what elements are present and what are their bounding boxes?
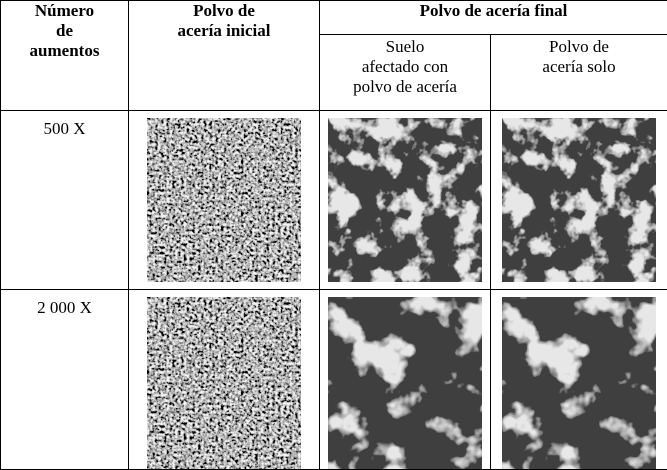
header-line: afectado con <box>320 57 490 77</box>
header-line: Polvo de <box>491 37 667 57</box>
header-line: Polvo de acería final <box>320 1 667 21</box>
sem-image <box>502 297 656 469</box>
header-line: aumentos <box>1 41 128 61</box>
sem-image <box>147 297 301 469</box>
image-texture <box>328 118 482 282</box>
image-cell <box>129 111 320 290</box>
header-line: Suelo <box>320 37 490 57</box>
image-cell <box>491 111 667 290</box>
header-line: Polvo de <box>129 1 319 21</box>
header-line: polvo de acería <box>320 77 490 97</box>
header-line: acería solo <box>491 57 667 77</box>
header-line: acería inicial <box>129 21 319 41</box>
row-label: 2 000 X <box>1 290 129 470</box>
header-line: Número <box>1 1 128 21</box>
sem-image <box>502 118 656 282</box>
image-cell <box>129 290 320 470</box>
sem-image <box>147 118 301 282</box>
image-texture <box>328 297 482 469</box>
image-cell <box>320 111 491 290</box>
image-texture <box>147 118 301 282</box>
image-texture <box>502 297 656 469</box>
sem-image <box>328 297 482 469</box>
row-label: 500 X <box>1 111 129 290</box>
image-texture <box>502 118 656 282</box>
image-cell <box>491 290 667 470</box>
sem-image <box>328 118 482 282</box>
header-final: Polvo de acería final <box>320 1 667 35</box>
image-cell <box>320 290 491 470</box>
header-line: de <box>1 21 128 41</box>
image-texture <box>147 297 301 469</box>
